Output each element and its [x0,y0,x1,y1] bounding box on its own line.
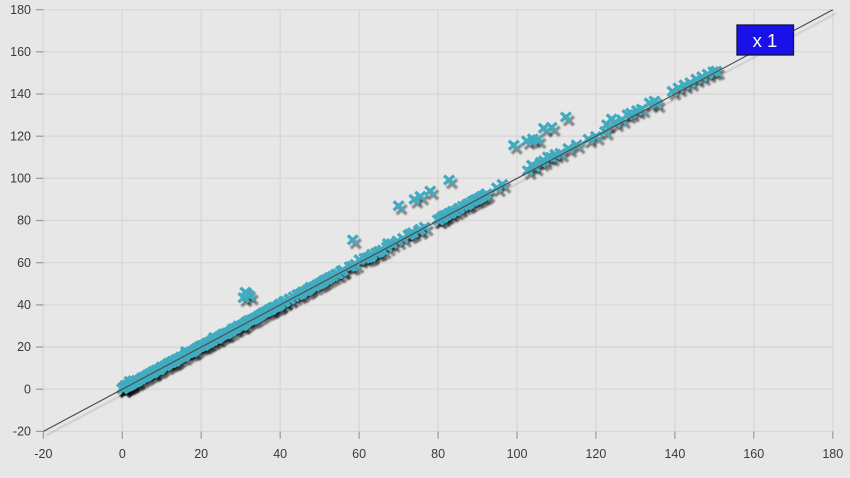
svg-text:40: 40 [273,447,287,461]
svg-text:180: 180 [822,447,843,461]
svg-text:60: 60 [352,447,366,461]
svg-text:80: 80 [17,214,31,228]
svg-text:180: 180 [10,3,31,17]
svg-text:160: 160 [10,45,31,59]
svg-text:160: 160 [743,447,764,461]
svg-text:60: 60 [17,256,31,270]
svg-text:140: 140 [664,447,685,461]
svg-text:20: 20 [194,447,208,461]
svg-text:20: 20 [17,340,31,354]
svg-text:100: 100 [10,172,31,186]
svg-text:0: 0 [119,447,126,461]
svg-text:x 1: x 1 [753,30,778,51]
svg-text:120: 120 [10,129,31,143]
svg-text:-20: -20 [34,447,52,461]
svg-text:100: 100 [507,447,528,461]
svg-text:40: 40 [17,298,31,312]
svg-text:140: 140 [10,87,31,101]
svg-text:120: 120 [585,447,606,461]
svg-text:0: 0 [24,382,31,396]
svg-text:-20: -20 [13,425,31,439]
svg-text:80: 80 [431,447,445,461]
